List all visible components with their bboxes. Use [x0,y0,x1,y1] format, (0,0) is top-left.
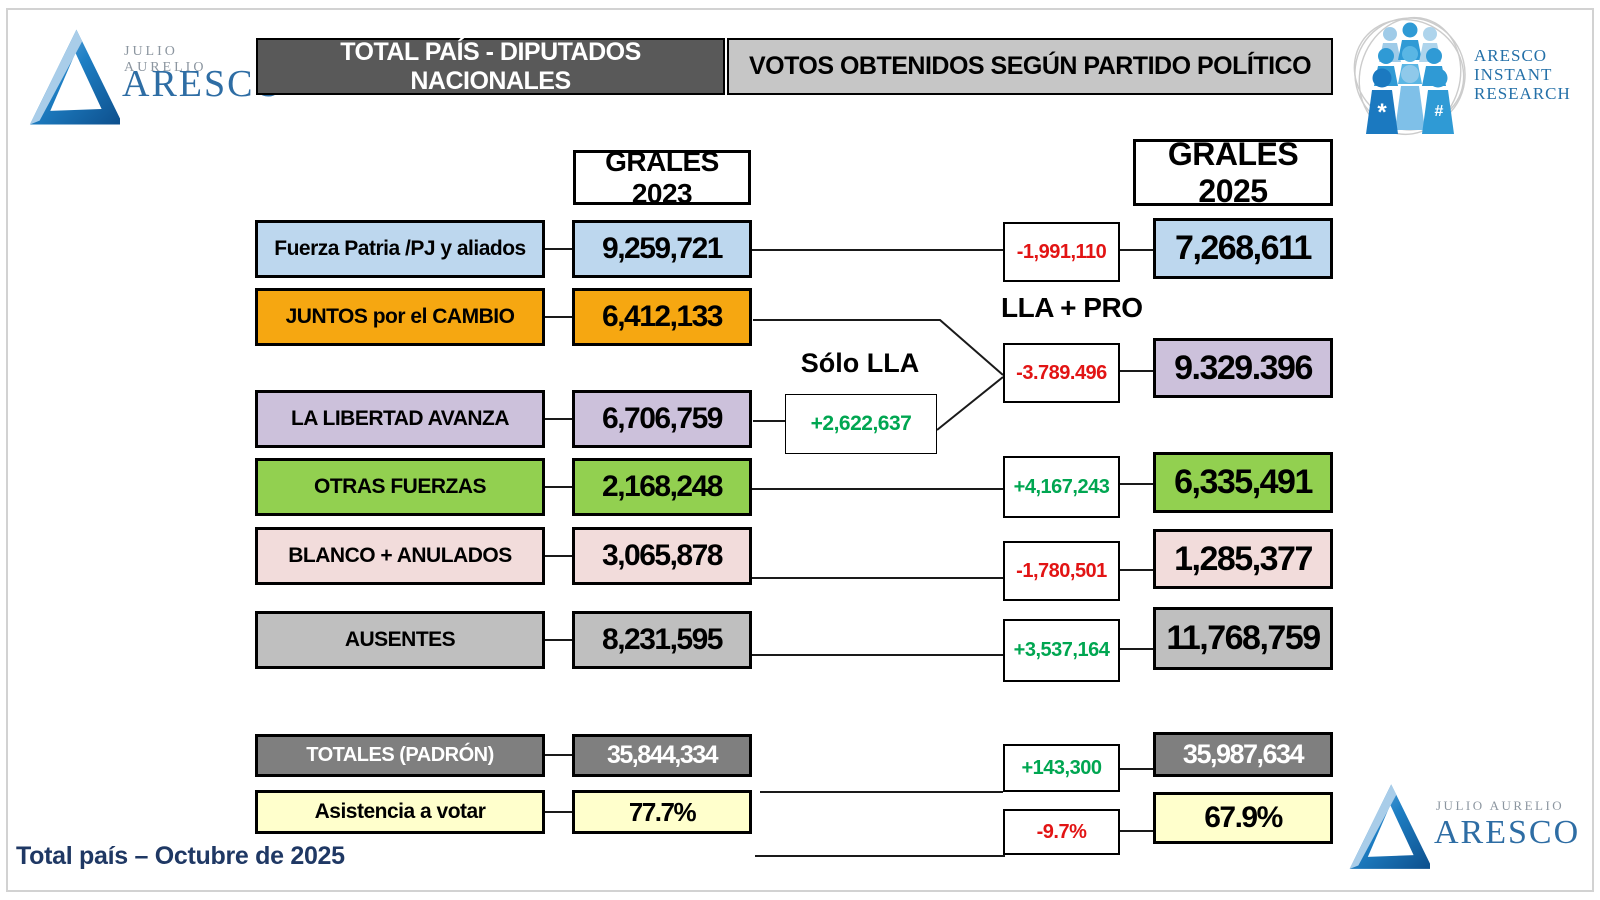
value-2023-ausentes: 8,231,595 [572,611,752,669]
value-2025-asistencia: 67.9% [1153,792,1333,844]
value-2023-totales: 35,844,334 [572,734,752,777]
row-label-otras-fuerzas: OTRAS FUERZAS [255,458,545,516]
delta-totales: +143,300 [1003,744,1120,792]
delta-asistencia: -9.7% [1003,809,1120,855]
value-2025-totales: 35,987,634 [1153,732,1333,777]
logo-julio-aurelio-text: JULIO AURELIO [1436,798,1565,813]
aresco-logo-top-left: JULIO AURELIO ARESCO [28,26,282,130]
delta-otras-fuerzas: +4,167,243 [1003,456,1120,518]
header-votos-obtenidos: VOTOS OBTENIDOS SEGÚN PARTIDO POLÍTICO [727,38,1333,95]
value-2025-otras-fuerzas: 6,335,491 [1153,452,1333,513]
delta-fuerza-patria: -1,991,110 [1003,222,1120,282]
lla-pro-label: LLA + PRO [1001,292,1143,323]
value-2025-lla-pro: 9.329.396 [1153,338,1333,398]
aresco-instant-research-logo: * # ARESCO INSTANT RESEARCH [1352,12,1588,138]
value-2023-otras-fuerzas: 2,168,248 [572,458,752,516]
delta-lla-pro: -3.789.496 [1003,343,1120,403]
value-2023-fuerza-patria: 9,259,721 [572,220,752,278]
value-2023-juntos: 6,412,133 [572,288,752,346]
row-label-blanco-anulados: BLANCO + ANULADOS [255,527,545,585]
logo-julio-aurelio-text: JULIO AURELIO [124,44,207,75]
instant-research-text: ARESCO INSTANT RESEARCH [1474,46,1571,103]
logo-aresco-text: ARESCO [122,63,284,105]
logo-aresco-text: ARESCO [1434,814,1581,851]
row-label-lla: LA LIBERTAD AVANZA [255,390,545,448]
column-header-grales-2025: GRALES 2025 [1133,136,1333,209]
delta-blanco-anulados: -1,780,501 [1003,541,1120,601]
aresco-triangle-icon [1349,784,1433,869]
instant-logo-line1: ARESCO [1474,46,1548,65]
people-group-icon: * # [1353,16,1466,136]
column-header-grales-2023: GRALES 2023 [573,146,751,209]
value-2025-blanco-anulados: 1,285,377 [1153,529,1333,589]
value-2023-lla: 6,706,759 [572,390,752,448]
value-2025-fuerza-patria: 7,268,611 [1153,218,1333,279]
aresco-triangle-icon [29,29,123,125]
header-total-pais: TOTAL PAÍS - DIPUTADOS NACIONALES [256,38,725,95]
row-label-juntos: JUNTOS por el CAMBIO [255,288,545,346]
instant-logo-line3: RESEARCH [1474,84,1571,103]
delta-ausentes: +3,537,164 [1003,619,1120,682]
row-label-ausentes: AUSENTES [255,611,545,669]
slide-border-frame [6,8,1594,892]
aresco-logo-bottom-right: JULIO AURELIO ARESCO [1348,780,1588,882]
value-2023-asistencia: 77.7% [572,790,752,834]
footer-caption: Total país – Octubre de 2025 [16,842,345,870]
row-label-asistencia: Asistencia a votar [255,790,545,834]
instant-logo-line2: INSTANT [1474,65,1553,84]
value-2025-ausentes: 11,768,759 [1153,607,1333,670]
svg-text:*: * [1377,99,1387,126]
delta-solo-lla: +2,622,637 [785,394,937,454]
svg-text:#: # [1435,103,1444,120]
solo-lla-label: Sólo LLA [800,348,920,378]
value-2023-blanco-anulados: 3,065,878 [572,527,752,585]
row-label-totales: TOTALES (PADRÓN) [255,734,545,777]
row-label-fuerza-patria: Fuerza Patria /PJ y aliados [255,220,545,278]
